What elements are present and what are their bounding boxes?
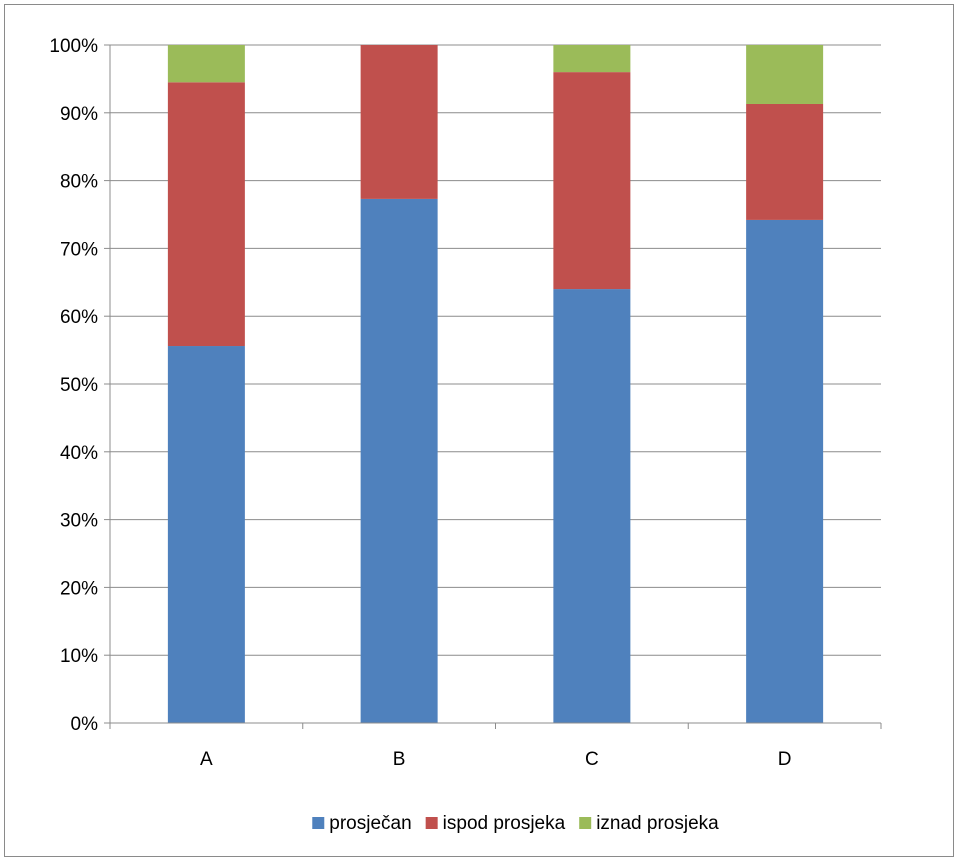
y-tick-label: 100% bbox=[49, 36, 98, 57]
legend-swatch bbox=[579, 817, 592, 829]
bar-d-series-1 bbox=[746, 103, 824, 220]
bar-c-series-2 bbox=[553, 45, 631, 73]
bar-a-series-1 bbox=[167, 82, 245, 347]
x-tick-label: D bbox=[778, 749, 792, 770]
bar-b-series-1 bbox=[360, 45, 438, 199]
legend: prosječan ispod prosjeka iznad prosjeka bbox=[312, 813, 719, 834]
axes bbox=[104, 44, 882, 729]
y-tick-labels: 0% 10% 20% 30% 40% 50% 60% 70% 80% 90% 100% bbox=[49, 36, 98, 735]
y-tick-label: 30% bbox=[60, 511, 98, 532]
bar-b-series-0 bbox=[360, 198, 438, 723]
x-tick-label: B bbox=[393, 749, 406, 770]
x-tick-labels: A B C D bbox=[200, 749, 791, 770]
y-tick-label: 70% bbox=[60, 239, 98, 260]
x-tick-label: A bbox=[200, 749, 213, 770]
legend-label: prosječan bbox=[329, 813, 411, 834]
legend-swatch bbox=[425, 817, 438, 829]
legend-item: iznad prosjeka bbox=[579, 813, 719, 834]
y-tick-label: 60% bbox=[60, 307, 98, 328]
legend-item: prosječan bbox=[312, 813, 412, 834]
y-tick-label: 50% bbox=[60, 375, 98, 396]
bar-c-series-0 bbox=[553, 289, 631, 723]
legend-label: ispod prosjeka bbox=[443, 813, 566, 834]
y-tick-label: 40% bbox=[60, 443, 98, 464]
bar-c-series-1 bbox=[553, 72, 631, 290]
bar-a-series-2 bbox=[167, 45, 245, 83]
bars bbox=[167, 45, 824, 723]
y-tick-label: 80% bbox=[60, 172, 98, 193]
y-tick-label: 0% bbox=[71, 714, 99, 735]
y-tick-label: 10% bbox=[60, 646, 98, 667]
legend-item: ispod prosjeka bbox=[425, 813, 566, 834]
bar-a-series-0 bbox=[167, 346, 245, 723]
y-tick-label: 20% bbox=[60, 578, 98, 599]
x-tick-label: C bbox=[585, 749, 599, 770]
legend-swatch bbox=[312, 817, 325, 829]
y-tick-label: 90% bbox=[60, 104, 98, 125]
bar-d-series-0 bbox=[746, 219, 824, 723]
legend-label: iznad prosjeka bbox=[596, 813, 719, 834]
bar-d-series-2 bbox=[746, 45, 824, 104]
